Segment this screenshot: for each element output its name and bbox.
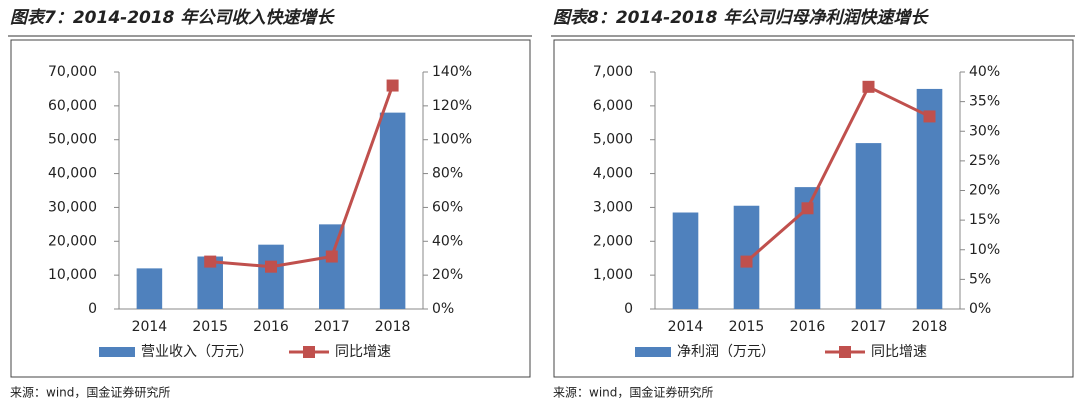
y2-tick-label: 20% (969, 183, 1000, 199)
x-tick-label: 2016 (253, 319, 289, 335)
x-tick-label: 2016 (790, 319, 826, 335)
line (745, 84, 931, 263)
y-tick-label: 20,000 (48, 233, 97, 249)
y2-tick-label: 40% (432, 233, 463, 249)
y2-tick-label: 140% (432, 64, 472, 80)
y2-tick-label: 15% (969, 212, 1000, 228)
y2-tick-label: 35% (969, 94, 1000, 110)
y-tick-label: 1,000 (593, 267, 633, 283)
line-marker (386, 79, 399, 92)
legend-label: 同比增速 (335, 344, 391, 360)
y2-tick-label: 60% (432, 199, 463, 215)
bar (855, 143, 882, 309)
y-tick-label: 6,000 (593, 98, 633, 114)
y2-tick-label: 25% (969, 153, 1000, 169)
line-marker (204, 255, 217, 268)
y2-tick-label: 10% (969, 242, 1000, 258)
y2-tick-label: 80% (432, 166, 463, 182)
chart-title: 图表8：2014-2018 年公司归母净利润快速增长 (553, 8, 929, 28)
y2-tick-label: 120% (432, 98, 472, 114)
line-marker (740, 255, 753, 268)
y2-tick-label: 100% (432, 132, 472, 148)
line-marker (923, 110, 936, 123)
chart-frame (10, 39, 531, 378)
x-tick-label: 2018 (375, 319, 411, 335)
line-marker (801, 202, 814, 215)
legend-label: 净利润（万元） (677, 344, 775, 360)
source: 来源：wind，国金证券研究所 (10, 385, 170, 400)
legend-label: 同比增速 (871, 344, 927, 360)
x-tick-label: 2015 (192, 319, 228, 335)
y2-tick-label: 0% (432, 301, 454, 317)
y-tick-label: 3,000 (593, 199, 633, 215)
y2-tick-label: 0% (969, 301, 991, 317)
line-marker (862, 80, 875, 93)
bar (672, 212, 699, 309)
chart-title: 图表7：2014-2018 年公司收入快速增长 (10, 8, 335, 28)
x-tick-label: 2017 (314, 319, 350, 335)
line-marker (325, 250, 338, 263)
bar (379, 112, 406, 309)
y-tick-label: 2,000 (593, 233, 633, 249)
y-tick-label: 60,000 (48, 98, 97, 114)
y-tick-label: 10,000 (48, 267, 97, 283)
y-tick-label: 5,000 (593, 132, 633, 148)
bar (916, 88, 943, 309)
chart-frame (553, 39, 1074, 378)
x-tick-label: 2015 (729, 319, 765, 335)
x-tick-label: 2014 (132, 319, 168, 335)
x-tick-label: 2017 (851, 319, 887, 335)
x-tick-label: 2014 (668, 319, 704, 335)
bar (319, 224, 345, 309)
bar (136, 268, 163, 309)
source: 来源：wind，国金证券研究所 (553, 385, 713, 400)
y2-tick-label: 20% (432, 267, 463, 283)
y-tick-label: 0 (88, 301, 97, 317)
y-tick-label: 40,000 (48, 166, 97, 182)
y2-tick-label: 30% (969, 123, 1000, 139)
bar (258, 244, 284, 309)
legend-swatch-marker (839, 346, 851, 358)
line (210, 85, 395, 269)
y-tick-label: 4,000 (593, 166, 633, 182)
y-tick-label: 7,000 (593, 64, 633, 80)
x-tick-label: 2018 (912, 319, 948, 335)
y2-tick-label: 40% (969, 64, 1000, 80)
y2-tick-label: 5% (969, 271, 991, 287)
legend-label: 营业收入（万元） (141, 344, 253, 360)
y-tick-label: 30,000 (48, 199, 97, 215)
y-tick-label: 0 (624, 301, 633, 317)
y-tick-label: 70,000 (48, 64, 97, 80)
y-tick-label: 50,000 (48, 132, 97, 148)
legend-swatch-marker (303, 346, 315, 358)
legend-swatch (635, 347, 671, 357)
line-marker (265, 260, 277, 273)
legend-swatch (99, 347, 135, 357)
